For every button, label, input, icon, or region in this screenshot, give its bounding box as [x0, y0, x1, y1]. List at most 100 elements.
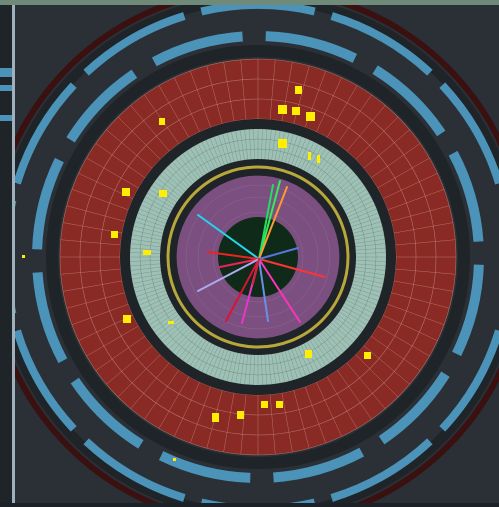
ecal-crystal-line: [182, 153, 201, 178]
hcal-tower-line: [363, 345, 410, 385]
ecal-crystal-line: [235, 130, 242, 161]
muon-chamber-outer: [330, 438, 433, 502]
ecal-crystal-line: [318, 155, 338, 180]
ecal-crystal-line: [165, 167, 188, 190]
hcal-tower-line: [370, 335, 421, 371]
ecal-crystal-line: [218, 135, 228, 164]
energy-deposit: [22, 255, 25, 258]
ecal-crystal-line: [197, 143, 213, 171]
ecal-crystal-line: [328, 324, 351, 347]
hcal-tower-line: [158, 85, 190, 138]
ecal-crystal-line: [353, 280, 383, 289]
detector-event-view[interactable]: [15, 5, 499, 503]
particle-track: [197, 258, 260, 292]
ecal-crystal-line: [149, 308, 176, 326]
ecal-crystal-line: [231, 131, 238, 162]
particle-track: [258, 258, 326, 278]
hcal-tower-line: [240, 59, 247, 120]
ecal-crystal-line: [350, 212, 379, 224]
ecal-crystal-line: [339, 311, 365, 329]
ecal-crystal-line: [261, 129, 263, 160]
ecal-crystal-line: [130, 243, 161, 248]
ecal-crystal-line: [335, 317, 360, 337]
ecal-crystal-line: [175, 331, 196, 356]
ecal-crystal-line: [315, 153, 334, 178]
ecal-crystal-line: [193, 146, 210, 173]
energy-deposit: [278, 139, 287, 148]
ecal-crystal-line: [281, 352, 290, 382]
muon-gap-ring: [46, 45, 470, 469]
ecal-crystal-line: [209, 138, 222, 167]
energy-deposit: [237, 411, 244, 419]
hcal-tower-line: [86, 325, 139, 357]
ecal-crystal-line: [352, 283, 382, 293]
hcal-tower-line: [370, 143, 421, 179]
hcal-tower-line: [223, 392, 235, 453]
ecal-crystal-line: [137, 212, 166, 224]
ecal-crystal-line: [353, 225, 383, 234]
ecal-crystal-line: [261, 354, 263, 385]
tracker-layer: [212, 211, 304, 303]
particle-track: [258, 247, 299, 260]
ecal-crystal-line: [159, 174, 184, 195]
ecal-crystal-line: [309, 339, 327, 366]
energy-deposit: [261, 401, 268, 408]
ecal-crystal-line: [239, 354, 245, 384]
ecal-crystal-line: [131, 238, 161, 244]
solenoid-ring: [166, 165, 350, 349]
ecal-crystal-line: [284, 133, 294, 163]
energy-deposit: [317, 155, 320, 163]
ecal-crystal-line: [325, 327, 348, 350]
particle-track: [225, 258, 260, 322]
ecal-crystal-line: [323, 161, 344, 185]
energy-deposit: [278, 105, 287, 114]
muon-chamber-outer: [330, 12, 433, 76]
particle-track: [258, 186, 288, 260]
panel-divider[interactable]: [12, 5, 15, 503]
ecal-crystal-line: [139, 293, 168, 306]
muon-chamber-outer: [83, 12, 186, 76]
muon-chamber-inner: [372, 65, 446, 137]
muon-chamber-inner: [265, 31, 358, 63]
ecal-crystal-line: [330, 171, 354, 192]
ecal-crystal-line: [178, 155, 198, 180]
ecal-crystal-line: [140, 296, 169, 310]
ecal-crystal-line: [186, 338, 204, 364]
hcal-tower-line: [95, 335, 146, 371]
tracker-layer: [197, 196, 319, 318]
hcal-tower-line: [393, 280, 454, 292]
hcal-tower-line: [355, 116, 399, 160]
ecal-crystal-line: [172, 329, 193, 353]
muon-chamber-outer: [15, 329, 77, 432]
ecal-crystal-line: [144, 302, 172, 318]
ecal-crystal-line: [355, 243, 386, 248]
ecal-crystal-line: [168, 327, 191, 350]
ecal-crystal-line: [201, 141, 216, 170]
ecal-crystal-line: [197, 343, 213, 371]
ecal-crystal-line: [325, 164, 348, 187]
ecal-layer: [139, 138, 377, 376]
hcal-tower-line: [387, 303, 445, 325]
ecal-crystal-line: [288, 350, 298, 379]
ecal-crystal-line: [133, 280, 163, 289]
ecal-crystal-line: [278, 352, 285, 383]
particle-track: [258, 184, 274, 260]
hcal-tower-line: [130, 105, 170, 152]
ecal-crystal-line: [132, 230, 163, 237]
ecal-crystal-line: [130, 263, 161, 267]
ecal-crystal-line: [231, 352, 238, 383]
ecal-crystal-line: [139, 208, 168, 221]
hcal-tower-line: [60, 268, 121, 275]
hcal-tower-line: [293, 390, 310, 449]
ecal-crystal-line: [140, 204, 169, 218]
energy-deposit: [295, 86, 302, 94]
muon-chamber-outer: [439, 82, 499, 185]
ecal-crystal-line: [315, 336, 334, 361]
particle-tracks: [197, 180, 326, 324]
hcal-tower-line: [117, 116, 161, 160]
hcal-tower-line: [144, 369, 180, 420]
hcal-tower-line: [106, 129, 153, 169]
tracker-layer: [185, 184, 331, 330]
ecal-crystal-line: [354, 273, 385, 280]
